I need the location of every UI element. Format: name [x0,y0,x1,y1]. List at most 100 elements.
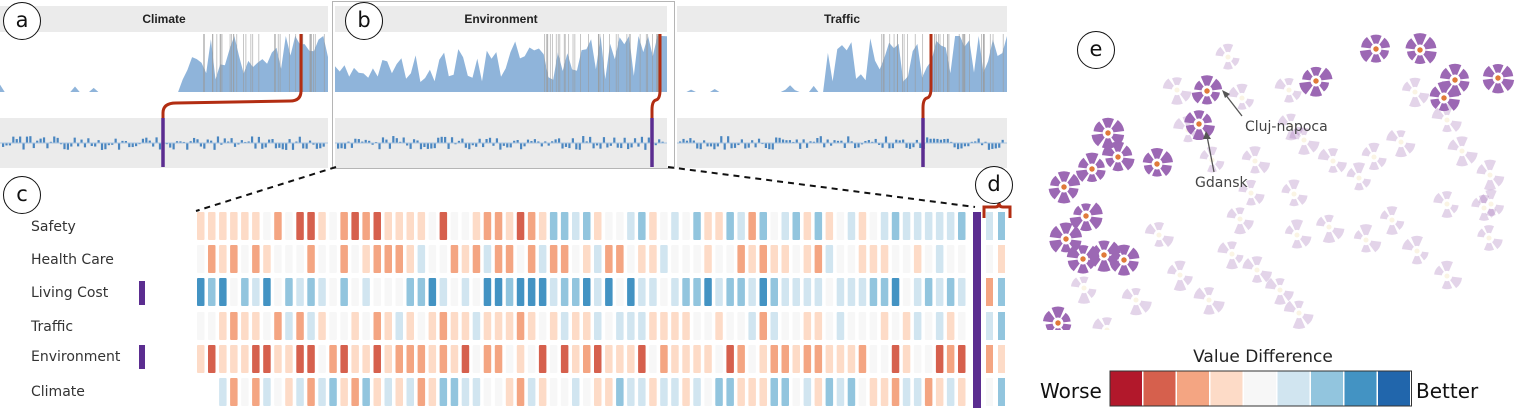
heat-cell [549,312,558,340]
diff-bar [860,143,864,145]
heat-cell [494,278,503,306]
diff-bar [257,136,260,143]
glyph-wedge [1238,182,1248,193]
glyph-wedge [1406,50,1417,61]
diff-bar [46,143,49,149]
diff-bar [254,143,257,149]
diff-bar [406,143,409,146]
glyph-wedge [1228,86,1239,98]
heat-cell [891,245,900,273]
panel-climate: Climate [0,0,328,168]
glyph-center [1371,154,1377,160]
heat-cell [946,378,955,406]
diff-bar [720,136,723,143]
glyph-wedge [1283,300,1296,313]
diff-bar [322,143,325,147]
heat-cell [759,312,767,340]
glyph-wedge [1160,151,1174,164]
glyph-center [1363,237,1369,243]
heat-cell [439,378,448,406]
heat-cell [417,378,426,406]
diff-bar [706,143,709,147]
diff-bar [447,143,450,149]
glyph-wedge [1089,255,1101,267]
heat-cell [572,245,580,273]
heat-cell [825,212,834,240]
city-glyph-faint [1092,317,1113,330]
glyph-wedge [1192,129,1206,140]
glyph-wedge [1494,204,1505,215]
heat-cell [560,312,569,340]
diff-bar [692,140,695,143]
diff-bar [795,139,798,143]
heat-cell [803,278,812,306]
heat-cell [230,312,238,340]
heat-cell [351,312,359,340]
diff-bar [571,138,574,143]
heat-cell [792,312,800,340]
heat-cell [704,345,712,373]
diff-bar [15,139,18,143]
city-glyph [1299,66,1333,97]
glyph-wedge [1483,225,1495,234]
heat-cell [869,278,878,306]
diff-bar [94,143,97,147]
city-glyph-faint [1167,260,1193,291]
glyph-center [1055,320,1061,326]
diff-bar [551,141,554,143]
legend-swatch [1277,371,1310,406]
diff-bar [56,137,59,143]
glyph-wedge [1307,140,1320,153]
heat-cell [924,378,933,406]
glyph-wedge [1411,255,1423,265]
heat-cell [704,312,712,340]
heat-cell [274,278,282,306]
row-marker-living-cost [139,281,145,305]
glyph-wedge [1098,240,1110,250]
city-glyph-faint [1265,277,1294,305]
heat-cell [836,245,845,273]
glyph-wedge [1202,113,1212,124]
diff-bar [847,136,850,143]
glyph-wedge [1251,256,1263,266]
heat-cell [263,345,271,373]
diff-bar [523,143,526,147]
diff-bar [66,143,69,150]
heat-cell [616,312,624,340]
heat-cell [439,278,448,306]
glyph-center [1444,117,1450,123]
heat-cell [450,312,459,340]
diff-bar [987,143,991,150]
glyph-wedge [1231,57,1240,67]
city-glyph-faint [1401,77,1430,108]
heat-cell [472,278,481,306]
glyph-center [1154,161,1160,167]
glyph-center [1063,236,1069,242]
heat-cell [715,212,723,240]
diff-bar [42,137,46,143]
diff-bar [22,143,25,150]
heat-cell [395,212,403,240]
heat-cell [538,245,547,273]
glyph-wedge [1289,128,1301,140]
heat-cell [406,245,414,273]
glyph-wedge [1319,67,1333,81]
glyph-wedge [1250,165,1260,174]
heat-cell [219,212,227,240]
diff-bar [926,137,929,143]
heat-cell-extra [986,278,993,306]
heat-cell-extra [998,245,1005,273]
glyph-wedge [1456,136,1468,147]
heat-cell [935,212,944,240]
diff-bar [757,138,761,143]
heat-cell [847,245,856,273]
diff-bar [623,137,626,143]
heat-cell [450,278,459,306]
glyph-center [1252,158,1258,164]
glyph-wedge [1420,251,1429,261]
heat-cell [329,345,337,373]
diff-bar [564,143,568,147]
heat-cell-extra [998,312,1005,340]
diff-bar [970,141,973,143]
diff-bar [437,137,440,143]
